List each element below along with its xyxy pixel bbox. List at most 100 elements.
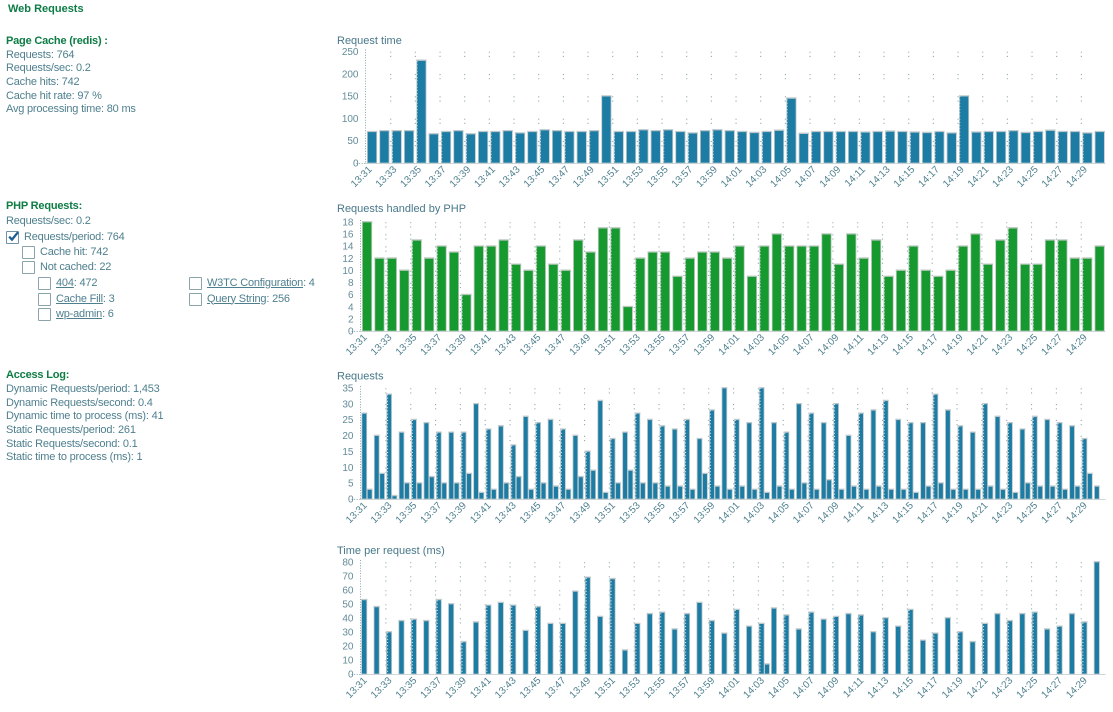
- svg-text:13:57: 13:57: [667, 332, 693, 358]
- svg-text:14:27: 14:27: [1039, 675, 1065, 701]
- svg-text:14:07: 14:07: [791, 500, 817, 526]
- svg-text:14:11: 14:11: [841, 675, 866, 700]
- svg-text:14:03: 14:03: [741, 332, 767, 358]
- svg-text:25: 25: [342, 415, 354, 426]
- svg-text:14:15: 14:15: [892, 164, 918, 190]
- svg-text:13:45: 13:45: [518, 675, 544, 701]
- svg-text:14:23: 14:23: [990, 332, 1016, 358]
- svg-text:20: 20: [342, 642, 354, 653]
- svg-text:50: 50: [347, 136, 359, 147]
- svg-text:14:15: 14:15: [890, 500, 916, 526]
- svg-text:14:15: 14:15: [890, 675, 916, 701]
- svg-text:14:07: 14:07: [791, 675, 817, 701]
- svg-text:13:37: 13:37: [419, 332, 445, 358]
- svg-text:14:01: 14:01: [719, 164, 745, 190]
- svg-text:14:03: 14:03: [741, 675, 767, 701]
- svg-text:14:07: 14:07: [791, 332, 817, 358]
- svg-text:14:03: 14:03: [741, 500, 767, 526]
- svg-text:0: 0: [348, 495, 354, 506]
- svg-text:200: 200: [342, 69, 359, 80]
- svg-text:Request time: Request time: [337, 35, 402, 47]
- svg-text:13:35: 13:35: [398, 164, 424, 190]
- svg-text:10: 10: [342, 266, 354, 277]
- svg-text:60: 60: [342, 586, 354, 597]
- svg-text:13:33: 13:33: [369, 500, 395, 526]
- svg-text:14:15: 14:15: [890, 332, 916, 358]
- svg-text:13:35: 13:35: [394, 675, 420, 701]
- svg-text:13:35: 13:35: [394, 500, 420, 526]
- svg-text:13:47: 13:47: [543, 675, 569, 701]
- svg-text:13:33: 13:33: [369, 675, 395, 701]
- svg-text:0: 0: [353, 159, 359, 170]
- svg-text:14:11: 14:11: [843, 164, 868, 189]
- svg-text:150: 150: [342, 92, 359, 103]
- svg-text:8: 8: [348, 278, 354, 289]
- svg-text:18: 18: [342, 218, 354, 229]
- svg-text:Time per request (ms): Time per request (ms): [337, 545, 445, 557]
- svg-text:13:57: 13:57: [667, 675, 693, 701]
- svg-text:14:21: 14:21: [965, 675, 991, 701]
- svg-text:13:39: 13:39: [443, 675, 469, 701]
- svg-text:0: 0: [348, 670, 354, 681]
- svg-text:14:25: 14:25: [1015, 500, 1041, 526]
- svg-text:14:17: 14:17: [915, 675, 941, 701]
- svg-text:13:49: 13:49: [571, 164, 597, 190]
- svg-text:14:01: 14:01: [717, 675, 743, 701]
- svg-text:13:51: 13:51: [592, 500, 618, 526]
- svg-text:14:19: 14:19: [941, 164, 967, 190]
- svg-text:20: 20: [342, 431, 354, 442]
- svg-text:14:29: 14:29: [1064, 332, 1090, 358]
- svg-text:14:19: 14:19: [940, 675, 966, 701]
- svg-text:14:29: 14:29: [1064, 164, 1090, 190]
- svg-text:13:53: 13:53: [617, 500, 643, 526]
- svg-text:70: 70: [342, 572, 354, 583]
- svg-text:14: 14: [342, 242, 354, 253]
- svg-text:2: 2: [348, 314, 354, 325]
- svg-text:13:53: 13:53: [620, 164, 646, 190]
- svg-text:14:09: 14:09: [818, 164, 844, 190]
- svg-text:14:09: 14:09: [816, 500, 842, 526]
- svg-text:14:13: 14:13: [866, 332, 892, 358]
- svg-text:13:47: 13:47: [543, 500, 569, 526]
- svg-text:13:49: 13:49: [568, 500, 594, 526]
- svg-text:14:05: 14:05: [768, 164, 794, 190]
- svg-text:14:11: 14:11: [841, 332, 866, 357]
- svg-text:14:25: 14:25: [1015, 675, 1041, 701]
- svg-text:14:17: 14:17: [915, 500, 941, 526]
- svg-text:14:01: 14:01: [717, 500, 743, 526]
- svg-text:13:59: 13:59: [692, 332, 718, 358]
- svg-text:Requests handled by PHP: Requests handled by PHP: [337, 203, 466, 215]
- svg-text:13:47: 13:47: [543, 332, 569, 358]
- svg-text:13:55: 13:55: [642, 500, 668, 526]
- svg-text:14:17: 14:17: [916, 164, 942, 190]
- svg-text:14:03: 14:03: [744, 164, 770, 190]
- svg-text:13:35: 13:35: [394, 332, 420, 358]
- svg-text:100: 100: [342, 114, 359, 125]
- svg-text:13:37: 13:37: [423, 164, 449, 190]
- svg-text:13:51: 13:51: [592, 675, 618, 701]
- svg-text:13:49: 13:49: [568, 675, 594, 701]
- svg-text:13:41: 13:41: [468, 332, 494, 358]
- svg-text:14:13: 14:13: [867, 164, 893, 190]
- svg-text:4: 4: [348, 302, 354, 313]
- svg-text:14:07: 14:07: [793, 164, 819, 190]
- svg-text:13:55: 13:55: [642, 675, 668, 701]
- svg-text:13:45: 13:45: [518, 500, 544, 526]
- svg-text:13:37: 13:37: [419, 675, 445, 701]
- svg-text:14:09: 14:09: [816, 332, 842, 358]
- svg-text:14:21: 14:21: [965, 500, 991, 526]
- svg-text:14:27: 14:27: [1039, 332, 1065, 358]
- svg-text:14:23: 14:23: [990, 164, 1016, 190]
- svg-text:14:05: 14:05: [766, 500, 792, 526]
- svg-text:13:33: 13:33: [374, 164, 400, 190]
- svg-text:35: 35: [342, 384, 354, 395]
- svg-text:6: 6: [348, 290, 354, 301]
- svg-text:16: 16: [342, 230, 354, 241]
- svg-text:14:19: 14:19: [940, 500, 966, 526]
- svg-text:13:51: 13:51: [592, 332, 618, 358]
- svg-text:14:25: 14:25: [1015, 332, 1041, 358]
- svg-text:Requests: Requests: [337, 371, 384, 383]
- svg-text:13:33: 13:33: [369, 332, 395, 358]
- svg-text:12: 12: [342, 254, 354, 265]
- svg-text:13:59: 13:59: [692, 500, 718, 526]
